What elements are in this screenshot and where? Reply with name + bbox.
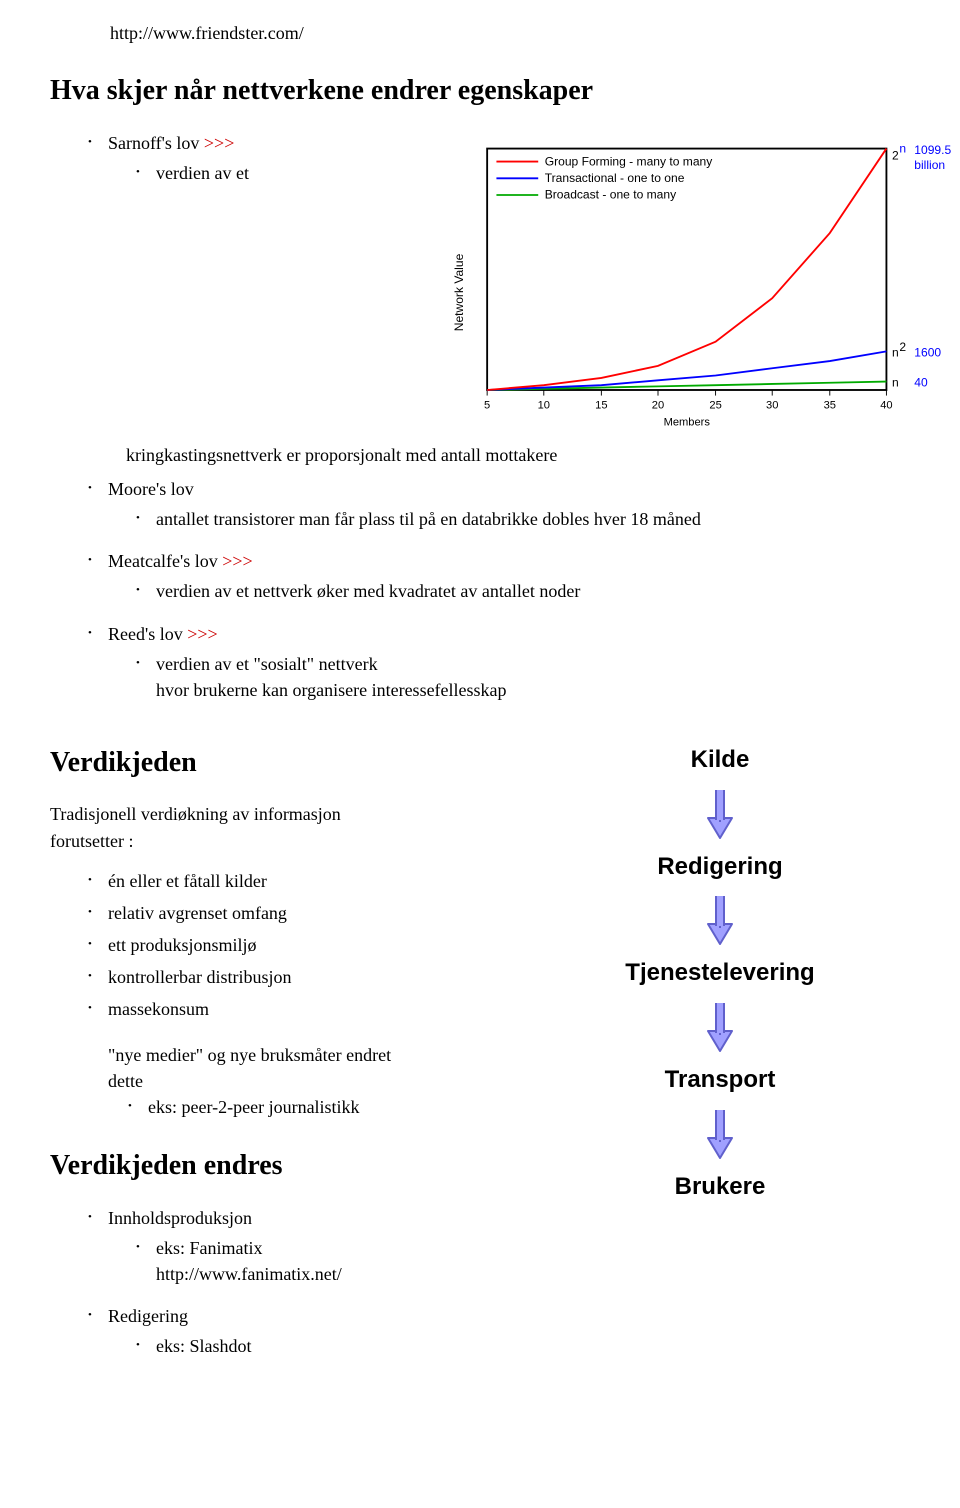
trad-item-3: kontrollerbar distribusjon <box>88 964 500 990</box>
redig-sub: eks: Slashdot <box>136 1333 500 1359</box>
reed-sub: verdien av et "sosialt" nettverk hvor br… <box>136 651 910 703</box>
innhold-item: Innholdsproduksjon eks: Fanimatix http:/… <box>88 1205 500 1287</box>
innhold-sub: eks: Fanimatix http://www.fanimatix.net/ <box>136 1235 500 1287</box>
flow-node-redigering: Redigering <box>657 850 782 885</box>
svg-text:35: 35 <box>824 399 836 411</box>
svg-text:n: n <box>899 141 906 155</box>
chart-xlabel: Members <box>664 416 711 428</box>
chart-xticks: 5 10 15 20 25 30 35 40 <box>484 390 893 412</box>
svg-text:2: 2 <box>899 340 906 354</box>
value-chain-flow: Kilde Redigering Tjenestelevering Transp… <box>625 733 814 1205</box>
reed-item: Reed's lov >>> verdien av et "sosialt" n… <box>88 621 910 703</box>
svg-text:n: n <box>892 345 899 359</box>
svg-text:20: 20 <box>652 399 664 411</box>
svg-text:n: n <box>892 375 899 389</box>
heading-verdikjeden: Verdikjeden <box>50 743 500 784</box>
svg-text:15: 15 <box>595 399 607 411</box>
sarnoff-item: Sarnoff's lov >>> verdien av et <box>88 130 430 186</box>
svg-text:10: 10 <box>538 399 550 411</box>
svg-text:Transactional - one to one: Transactional - one to one <box>545 171 685 185</box>
flow-node-brukere: Brukere <box>675 1170 766 1205</box>
chart-ylabel: Network Value <box>452 253 466 331</box>
trad-item-2: ett produksjonsmiljø <box>88 932 500 958</box>
flow-arrow-icon <box>702 1108 738 1160</box>
trad-item-4: massekonsum <box>88 996 500 1022</box>
flow-node-kilde: Kilde <box>691 743 750 778</box>
meatcalfe-item: Meatcalfe's lov >>> verdien av et nettve… <box>88 548 910 604</box>
top-url: http://www.friendster.com/ <box>110 20 910 46</box>
nye-sub: eks: peer-2-peer journalistikk <box>128 1094 500 1120</box>
svg-text:Group Forming - many to many: Group Forming - many to many <box>545 154 713 168</box>
svg-text:1600: 1600 <box>914 345 941 359</box>
moore-item: Moore's lov antallet transistorer man få… <box>88 476 910 532</box>
chart-right-labels: 2 n 1099.5 billion n 2 1600 n 40 <box>892 141 951 389</box>
nye-medier: "nye medier" og nye bruksmåter endret de… <box>108 1042 500 1094</box>
svg-text:2: 2 <box>892 148 899 162</box>
trad-intro: Tradisjonell verdiøkning av informasjon … <box>50 801 500 853</box>
redig-item: Redigering eks: Slashdot <box>88 1303 500 1359</box>
flow-node-tjenestelevering: Tjenestelevering <box>625 956 814 991</box>
heading-verdikjeden-endres: Verdikjeden endres <box>50 1146 500 1187</box>
trad-item-0: én eller et fåtall kilder <box>88 868 500 894</box>
sarnoff-link[interactable]: >>> <box>204 133 234 153</box>
flow-arrow-icon <box>702 788 738 840</box>
svg-text:40: 40 <box>880 399 892 411</box>
svg-text:30: 30 <box>766 399 778 411</box>
heading-network-properties: Hva skjer når nettverkene endrer egenska… <box>50 71 910 112</box>
moore-intro: kringkastingsnettverk er proporsjonalt m… <box>126 442 910 468</box>
svg-text:5: 5 <box>484 399 490 411</box>
meatcalfe-link[interactable]: >>> <box>222 551 252 571</box>
moore-sub: antallet transistorer man får plass til … <box>136 506 910 532</box>
flow-arrow-icon <box>702 894 738 946</box>
flow-node-transport: Transport <box>665 1063 776 1098</box>
flow-arrow-icon <box>702 1001 738 1053</box>
sarnoff-label: Sarnoff's lov <box>108 133 204 153</box>
reed-link[interactable]: >>> <box>187 624 217 644</box>
svg-text:40: 40 <box>914 375 928 389</box>
network-value-chart: Network Value 5 10 15 20 25 30 <box>450 130 960 436</box>
svg-text:1099.5: 1099.5 <box>914 143 951 157</box>
svg-text:Broadcast - one to many: Broadcast - one to many <box>545 187 676 201</box>
trad-item-1: relativ avgrenset omfang <box>88 900 500 926</box>
sarnoff-sub: verdien av et <box>136 160 430 186</box>
svg-text:25: 25 <box>709 399 721 411</box>
svg-text:billion: billion <box>914 158 945 172</box>
meatcalfe-sub: verdien av et nettverk øker med kvadrate… <box>136 578 910 604</box>
